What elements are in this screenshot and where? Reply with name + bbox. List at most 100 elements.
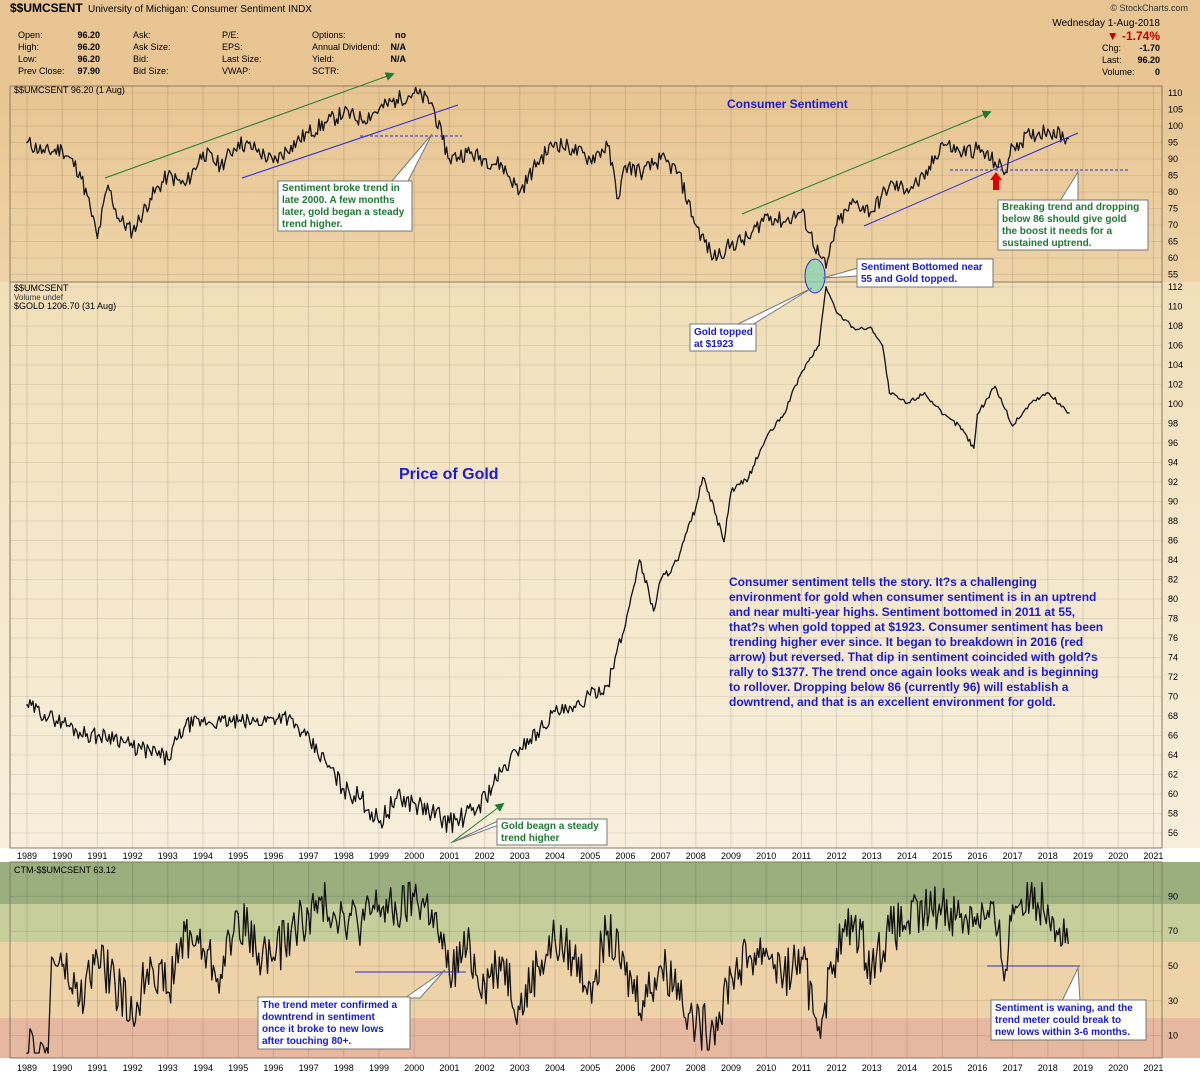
ctm-point <box>378 904 380 906</box>
sentiment-point <box>466 151 468 154</box>
sentiment-point <box>117 217 120 220</box>
gold-point <box>702 476 704 479</box>
sentiment-point <box>89 207 92 210</box>
gold-point <box>589 694 591 696</box>
sentiment-point <box>61 148 63 150</box>
year-label: 2000 <box>404 1063 424 1073</box>
header-background <box>0 0 1200 86</box>
year-label: 2016 <box>967 1063 987 1073</box>
ctm-data-points <box>26 895 1069 1054</box>
year-label: 2002 <box>475 1063 495 1073</box>
ctm-point <box>571 956 574 959</box>
gold-point <box>730 491 732 494</box>
gold-panel-label-2: Volume undef <box>14 293 64 302</box>
gold-point <box>1029 402 1031 405</box>
gold-point <box>973 447 975 449</box>
sentiment-point <box>783 220 785 223</box>
gold-point <box>476 806 479 809</box>
year-label: 1999 <box>369 851 389 861</box>
brand-label: © StockCharts.com <box>1110 3 1188 13</box>
year-label: 1992 <box>123 851 143 861</box>
sentiment-support-line-2010s <box>863 132 1079 227</box>
ctm-point <box>712 1026 715 1028</box>
bottomed-line-1: Sentiment Bottomed near <box>861 262 983 273</box>
quote-label: Bid Size: <box>133 66 169 76</box>
sentiment-point <box>202 151 204 154</box>
gold-tick-label: 84 <box>1168 555 1178 565</box>
annotation-waning: Sentiment is waning, and the trend meter… <box>990 999 1147 1041</box>
gold-point <box>378 821 380 824</box>
quote-label: Options: <box>312 30 346 40</box>
gold-point <box>723 540 725 543</box>
year-label: 1989 <box>17 1063 37 1073</box>
sentiment-point <box>343 112 345 114</box>
summary-value: 96.20 <box>1137 55 1160 65</box>
year-axis-strip <box>0 848 1200 862</box>
ctm-tick-label: 50 <box>1168 961 1178 971</box>
year-label: 2005 <box>580 851 600 861</box>
gold-point <box>459 818 461 821</box>
gold-point <box>747 476 750 479</box>
ctm-point <box>219 973 222 976</box>
ctm-point <box>624 973 627 976</box>
annotation-broke-trend: Sentiment broke trend in late 2000. A fe… <box>277 180 413 232</box>
gold-series-label: $GOLD 1206.70 (31 Aug) <box>14 301 116 311</box>
ctm-point <box>959 916 961 919</box>
ctm-point <box>431 909 433 912</box>
year-label: 2014 <box>897 1063 917 1073</box>
gold-tick-label: 72 <box>1168 672 1178 682</box>
annotation-trend-meter: The trend meter confirmed a downtrend in… <box>257 996 411 1050</box>
gold-point <box>554 710 556 713</box>
year-label: 1991 <box>87 851 107 861</box>
ctm-point <box>589 982 591 985</box>
gold-point <box>853 327 855 330</box>
sentiment-point <box>107 184 109 187</box>
year-label: 2009 <box>721 1063 741 1073</box>
ctm-point <box>783 973 785 976</box>
ctm-point <box>536 965 539 967</box>
year-label: 2019 <box>1073 851 1093 861</box>
gold-point <box>959 425 961 427</box>
gold-point <box>519 746 521 749</box>
sentiment-point <box>272 161 275 164</box>
gold-tick-label: 58 <box>1168 809 1178 819</box>
quote-label: Ask: <box>133 30 151 40</box>
year-label: 2005 <box>580 1063 600 1073</box>
ctm-point <box>50 956 53 959</box>
year-label: 1998 <box>334 1063 354 1073</box>
sentiment-point <box>624 164 627 167</box>
year-label: 1993 <box>158 851 178 861</box>
gold-point <box>835 311 838 314</box>
ctm-point <box>642 1000 644 1002</box>
sentiment-point <box>994 161 996 164</box>
sentiment-point <box>959 151 961 154</box>
sentiment-point <box>483 158 486 160</box>
ctm-point <box>131 1017 134 1019</box>
ctm-point <box>466 947 468 950</box>
gold-tick-label: 98 <box>1168 419 1178 429</box>
gold-panel-label-1: $$UMCSENT <box>14 283 69 293</box>
story-line-9: downtrend, and that is an excellent envi… <box>729 695 1056 709</box>
story-line-1: Consumer sentiment tells the story. It?s… <box>729 575 1037 589</box>
gold-topped-line-2: at $1923 <box>694 339 734 350</box>
gold-point <box>677 559 679 561</box>
year-label: 2011 <box>792 851 811 861</box>
quote-table: Open: 96.20 Ask: P/E: Options: no High: 96.20 As… <box>18 30 407 76</box>
sentiment-point <box>571 148 574 150</box>
gold-point <box>43 713 46 716</box>
gold-point <box>79 731 81 734</box>
gold-point <box>871 327 873 330</box>
year-label: 2004 <box>545 851 565 861</box>
ctm-point <box>835 947 838 950</box>
panel-borders <box>9 85 1163 1059</box>
quote-label: Annual Dividend: <box>312 42 380 52</box>
year-label: 2018 <box>1038 851 1058 861</box>
ctm-point <box>79 1000 81 1002</box>
sentiment-tick-label: 65 <box>1168 237 1178 247</box>
year-label: 2010 <box>756 851 776 861</box>
sentiment-point <box>378 108 380 111</box>
gold-panel-background <box>0 282 1200 848</box>
sentiment-tick-label: 105 <box>1168 105 1183 115</box>
bottom-top-ellipse <box>804 258 826 294</box>
